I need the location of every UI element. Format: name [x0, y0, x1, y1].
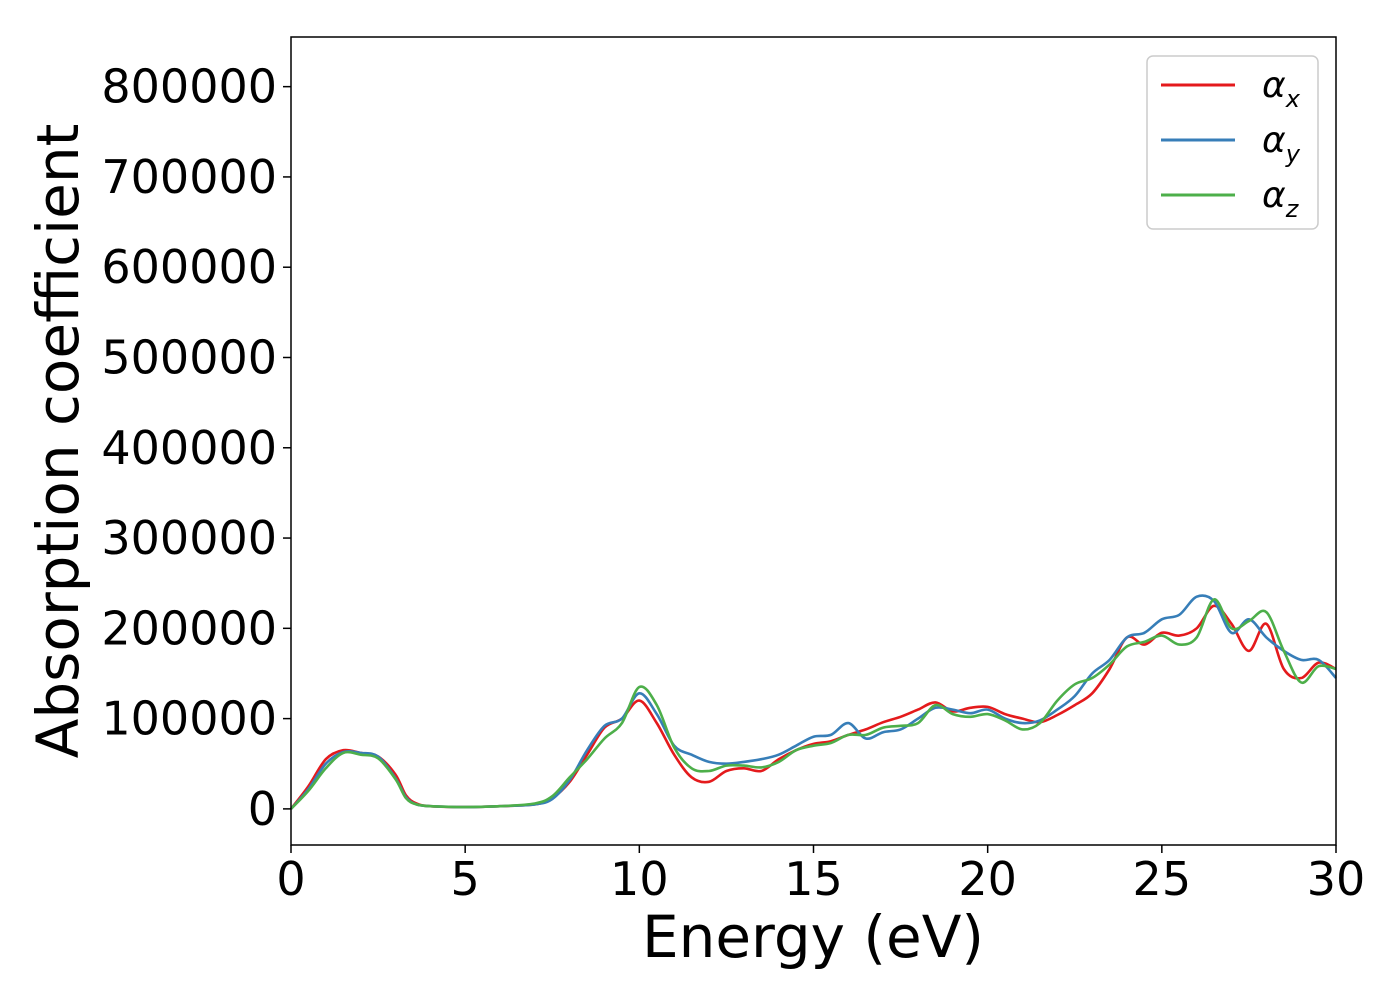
y-tick-label: 100000	[101, 692, 277, 746]
x-axis-label: Energy (eV)	[642, 903, 984, 971]
x-tick-label: 0	[276, 852, 305, 906]
y-tick-label: 0	[248, 782, 277, 836]
x-tick-label: 5	[451, 852, 480, 906]
x-tick-label: 20	[958, 852, 1017, 906]
y-tick-label: 500000	[101, 330, 277, 384]
legend-label-z: αz	[1262, 175, 1300, 223]
legend-box	[1146, 55, 1319, 230]
series-line-z	[290, 598, 1337, 810]
y-axis-label: Absorption coefficient	[24, 124, 92, 759]
x-tick-label: 30	[1307, 852, 1366, 906]
y-tick-label: 800000	[101, 60, 277, 114]
series-layer	[289, 594, 1337, 810]
legend: αx αy αz	[1146, 55, 1319, 230]
x-tick-label: 25	[1133, 852, 1192, 906]
y-tick-label: 300000	[101, 511, 277, 565]
x-axis-ticks: 0 5 10 15 20 25 30	[276, 845, 1365, 906]
y-tick-label: 200000	[101, 601, 277, 655]
y-tick-label: 400000	[101, 421, 277, 475]
legend-label-x: αx	[1262, 65, 1301, 113]
y-tick-label: 600000	[101, 240, 277, 294]
legend-label-y: αy	[1262, 120, 1301, 168]
y-axis-ticks: 0 100000 200000 300000 400000 500000 600000 700…	[101, 60, 291, 836]
y-tick-label: 700000	[101, 150, 277, 204]
x-tick-label: 15	[784, 852, 843, 906]
x-tick-label: 10	[610, 852, 669, 906]
